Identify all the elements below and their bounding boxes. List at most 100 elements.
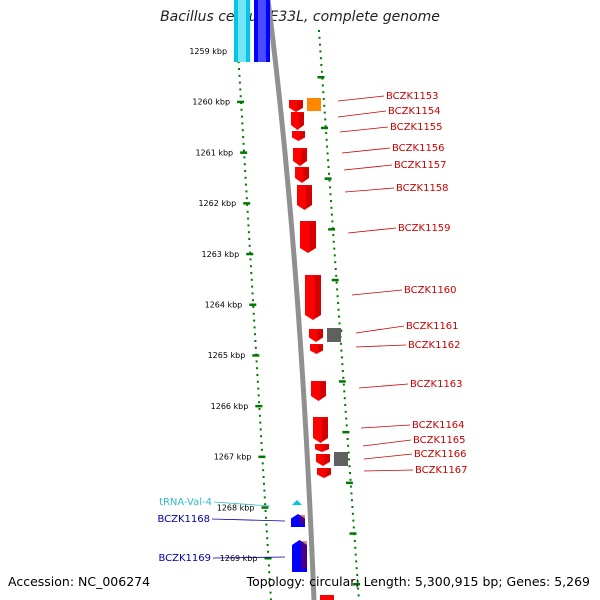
rail-dot [350, 492, 353, 495]
rail-dot [321, 77, 324, 80]
rail-dot [258, 414, 261, 417]
rail-dot [238, 74, 241, 77]
rail-dot [263, 496, 266, 499]
cds-feature-shade [314, 276, 321, 318]
tick-mark [349, 532, 357, 535]
rail-dot [245, 190, 248, 193]
rail-dot [237, 61, 240, 64]
tick-mark [240, 151, 248, 154]
leader-line [363, 453, 413, 460]
rail-dot [239, 95, 242, 98]
cds-feature [317, 468, 331, 478]
rail-dot [356, 580, 359, 583]
rail-dot [267, 550, 270, 553]
cds-feature [316, 454, 330, 466]
leader-line [339, 126, 389, 133]
rail-dot [342, 383, 345, 386]
leader-line [343, 164, 393, 171]
rail-dot [267, 564, 270, 567]
tick-label: 1259 kbp [189, 47, 227, 56]
gene-label: BCZK1158 [396, 183, 449, 194]
rail-dot [352, 519, 355, 522]
rail-dot [345, 424, 348, 427]
rail-dot [241, 129, 244, 132]
tick-mark [321, 126, 329, 130]
rail-dot [241, 122, 244, 125]
rail-dot [265, 516, 268, 519]
rail-dot [351, 512, 354, 515]
leader-line [337, 95, 385, 102]
leader-line [355, 325, 405, 334]
rail-dot [332, 234, 335, 236]
rail-dot [246, 204, 249, 206]
rail-dot [324, 125, 327, 128]
tick-mark [328, 228, 336, 231]
tick-label: 1260 kbp [192, 98, 230, 107]
rail-dot [325, 132, 328, 134]
cds-feature-shade [303, 168, 309, 181]
rail-dot [328, 186, 331, 189]
cds-feature [310, 344, 323, 354]
rail-dot [247, 217, 250, 220]
rail-dot [258, 401, 261, 404]
rail-dot [327, 166, 330, 168]
leader-line [344, 187, 395, 193]
rail-dot [247, 224, 250, 227]
rail-dot [348, 458, 351, 461]
rail-dot [343, 397, 346, 400]
rail-dot [343, 390, 346, 393]
rail-dot [263, 489, 266, 492]
tick-mark [324, 177, 332, 180]
orange-feature [307, 98, 321, 111]
rail-dot [322, 91, 325, 94]
rail-dot [251, 292, 254, 295]
rail-dot [250, 278, 253, 281]
gene-label: BCZK1155 [390, 122, 443, 133]
rail-dot [256, 367, 259, 370]
tick-mark [264, 557, 272, 560]
rail-dot [266, 537, 269, 540]
rail-dot [344, 404, 347, 406]
gene-label: BCZK1165 [413, 435, 466, 446]
rail-dot [347, 451, 350, 454]
rail-dot [342, 376, 345, 379]
trna-feature [292, 500, 302, 505]
rail-dot [240, 108, 243, 111]
gene-label: BCZK1156 [392, 143, 445, 154]
rail-dot [328, 172, 331, 175]
rail-dot [253, 319, 256, 322]
rail-dot [244, 176, 247, 179]
rail-dot [347, 444, 350, 447]
leader-line [351, 289, 403, 296]
rail-dot [354, 553, 357, 556]
rail-dot [253, 333, 256, 336]
rail-dot [249, 258, 252, 261]
rail-dot [334, 261, 337, 264]
tick-label: 1268 kbp [217, 503, 255, 512]
cds-feature-shade [320, 382, 326, 399]
tick-label: 1261 kbp [195, 148, 233, 157]
rail-dot [257, 394, 260, 397]
rail-dot [348, 465, 351, 468]
rail-dot [243, 163, 246, 166]
minus-block-shade [258, 0, 266, 62]
rail-dot [355, 567, 358, 570]
cds-feature [295, 167, 309, 183]
leader-line [362, 439, 412, 447]
rail-dot [323, 104, 326, 107]
rail-dot [328, 179, 331, 182]
gene-label: BCZK1157 [394, 160, 447, 171]
rail-dot [335, 281, 338, 284]
rail-dot [330, 213, 333, 216]
tick-mark [243, 202, 251, 205]
gene-label: tRNA-Val-4 [159, 497, 212, 508]
cds-feature-shade [301, 149, 307, 164]
cds-feature [300, 221, 316, 253]
backbone [265, 0, 317, 600]
rail-dot [259, 428, 262, 431]
rail-dot [336, 288, 339, 291]
rail-dot [260, 448, 263, 451]
rail-dot [318, 30, 320, 32]
cds-feature-shade [309, 222, 316, 251]
